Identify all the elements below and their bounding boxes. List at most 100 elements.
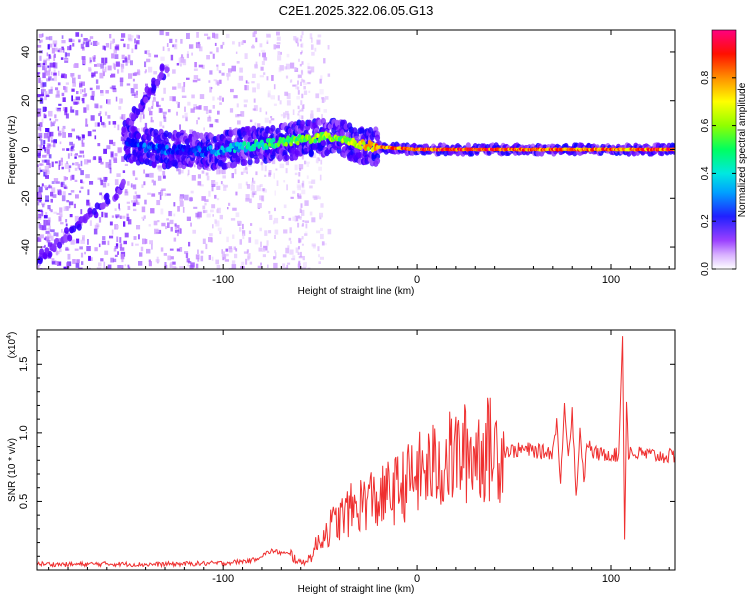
heatmap-cell bbox=[197, 211, 202, 218]
heatmap-cell bbox=[123, 43, 126, 48]
heatmap-cell bbox=[117, 124, 120, 131]
heatmap-cell bbox=[121, 33, 126, 38]
heatmap-cell bbox=[311, 243, 316, 247]
heatmap-cell bbox=[287, 113, 290, 120]
heatmap-cell bbox=[221, 251, 225, 257]
heatmap-cell bbox=[81, 142, 85, 147]
heatmap-cell bbox=[107, 65, 112, 71]
heatmap-cell bbox=[280, 51, 282, 55]
heatmap-x-axis: -100 0 100 bbox=[48, 30, 670, 286]
heatmap-cell bbox=[295, 247, 299, 253]
heatmap-cell bbox=[295, 84, 298, 90]
heatmap-cell bbox=[81, 98, 84, 102]
heatmap-cell bbox=[163, 253, 167, 256]
heatmap-cell bbox=[176, 231, 179, 237]
heatmap-cell bbox=[184, 267, 187, 269]
heatmap-ridge-cell bbox=[198, 147, 202, 153]
heatmap-cell bbox=[323, 242, 327, 246]
heatmap-cell bbox=[195, 254, 200, 260]
heatmap-cell bbox=[105, 43, 109, 48]
heatmap-cell bbox=[212, 224, 214, 229]
heatmap-cell bbox=[124, 189, 128, 194]
heatmap-cell bbox=[300, 52, 303, 55]
heatmap-cell bbox=[59, 213, 63, 218]
heatmap-cell bbox=[281, 216, 285, 219]
heatmap-cell bbox=[232, 41, 235, 45]
heatmap-cell bbox=[56, 232, 59, 237]
heatmap-cell bbox=[112, 121, 117, 125]
heatmap-cell bbox=[240, 171, 244, 175]
heatmap-cell bbox=[274, 190, 276, 196]
heatmap-cell bbox=[292, 255, 296, 261]
heatmap-cell bbox=[66, 161, 68, 164]
heatmap-ridge-cell bbox=[175, 150, 180, 155]
heatmap-cell bbox=[219, 79, 222, 84]
heatmap-cell bbox=[104, 250, 109, 255]
heatmap-cell bbox=[297, 185, 301, 191]
heatmap-cell bbox=[175, 39, 178, 43]
heatmap-cell bbox=[319, 174, 322, 181]
heatmap-cell bbox=[261, 60, 265, 66]
heatmap-cell bbox=[44, 67, 47, 73]
heatmap-cell bbox=[70, 239, 75, 245]
heatmap-cell bbox=[213, 181, 219, 185]
heatmap-cell bbox=[297, 105, 300, 110]
heatmap-cell bbox=[242, 233, 245, 240]
heatmap-cell bbox=[231, 65, 236, 72]
heatmap-cell bbox=[289, 249, 294, 255]
heatmap-cell bbox=[115, 214, 120, 218]
heatmap-cell bbox=[78, 136, 81, 141]
heatmap-cell bbox=[216, 198, 220, 201]
heatmap-halo-cell bbox=[320, 139, 326, 147]
heatmap-cell bbox=[306, 175, 309, 179]
heatmap-cell bbox=[87, 159, 91, 163]
heatmap-cell bbox=[69, 141, 73, 146]
heatmap-cell bbox=[317, 40, 320, 45]
heatmap-cell bbox=[84, 159, 89, 165]
heatmap-cell bbox=[311, 44, 314, 50]
heatmap-branch-cell bbox=[67, 234, 73, 242]
heatmap-cell bbox=[176, 101, 179, 104]
heatmap-cell bbox=[204, 33, 209, 36]
heatmap-cell bbox=[54, 114, 57, 119]
heatmap-cell bbox=[37, 144, 40, 147]
y-tick-label: 1.0 bbox=[18, 425, 30, 440]
heatmap-cell bbox=[181, 54, 184, 58]
heatmap-cell bbox=[300, 43, 303, 48]
heatmap-cell bbox=[249, 261, 253, 265]
heatmap-diagonal-branches bbox=[37, 63, 170, 266]
heatmap-cell bbox=[135, 243, 139, 246]
heatmap-cell bbox=[79, 190, 82, 193]
heatmap-x-label: Height of straight line (km) bbox=[298, 286, 415, 297]
heatmap-cell bbox=[118, 106, 122, 110]
heatmap-cell bbox=[109, 167, 112, 174]
heatmap-cell bbox=[260, 241, 262, 248]
heatmap-cell bbox=[226, 236, 229, 243]
heatmap-cell bbox=[53, 72, 57, 76]
heatmap-cell bbox=[270, 95, 275, 100]
heatmap-cell bbox=[47, 242, 53, 247]
heatmap-cell bbox=[266, 250, 270, 253]
heatmap-cell bbox=[39, 163, 44, 166]
heatmap-cell bbox=[238, 41, 241, 47]
heatmap-cell bbox=[263, 189, 267, 193]
heatmap-cell bbox=[305, 161, 310, 164]
heatmap-cell bbox=[268, 211, 271, 214]
heatmap-cell bbox=[51, 258, 55, 264]
heatmap-ridge-cell bbox=[142, 142, 147, 148]
heatmap-cell bbox=[255, 171, 258, 176]
heatmap-cell bbox=[238, 75, 244, 81]
colorbar-tick-label: 0.4 bbox=[700, 166, 711, 180]
heatmap-cell bbox=[45, 94, 50, 98]
heatmap-cell bbox=[42, 144, 45, 149]
y-tick-label: 0 bbox=[20, 146, 32, 152]
heatmap-cell bbox=[159, 121, 163, 127]
heatmap-cell bbox=[285, 247, 289, 254]
heatmap-cell bbox=[127, 54, 131, 60]
heatmap-cell bbox=[62, 191, 66, 196]
snr-y-multiplier-base: (x10 bbox=[7, 338, 18, 358]
heatmap-cell bbox=[76, 259, 80, 264]
heatmap-cell bbox=[143, 114, 145, 119]
heatmap-cell bbox=[95, 222, 99, 226]
heatmap-cell bbox=[69, 214, 73, 218]
